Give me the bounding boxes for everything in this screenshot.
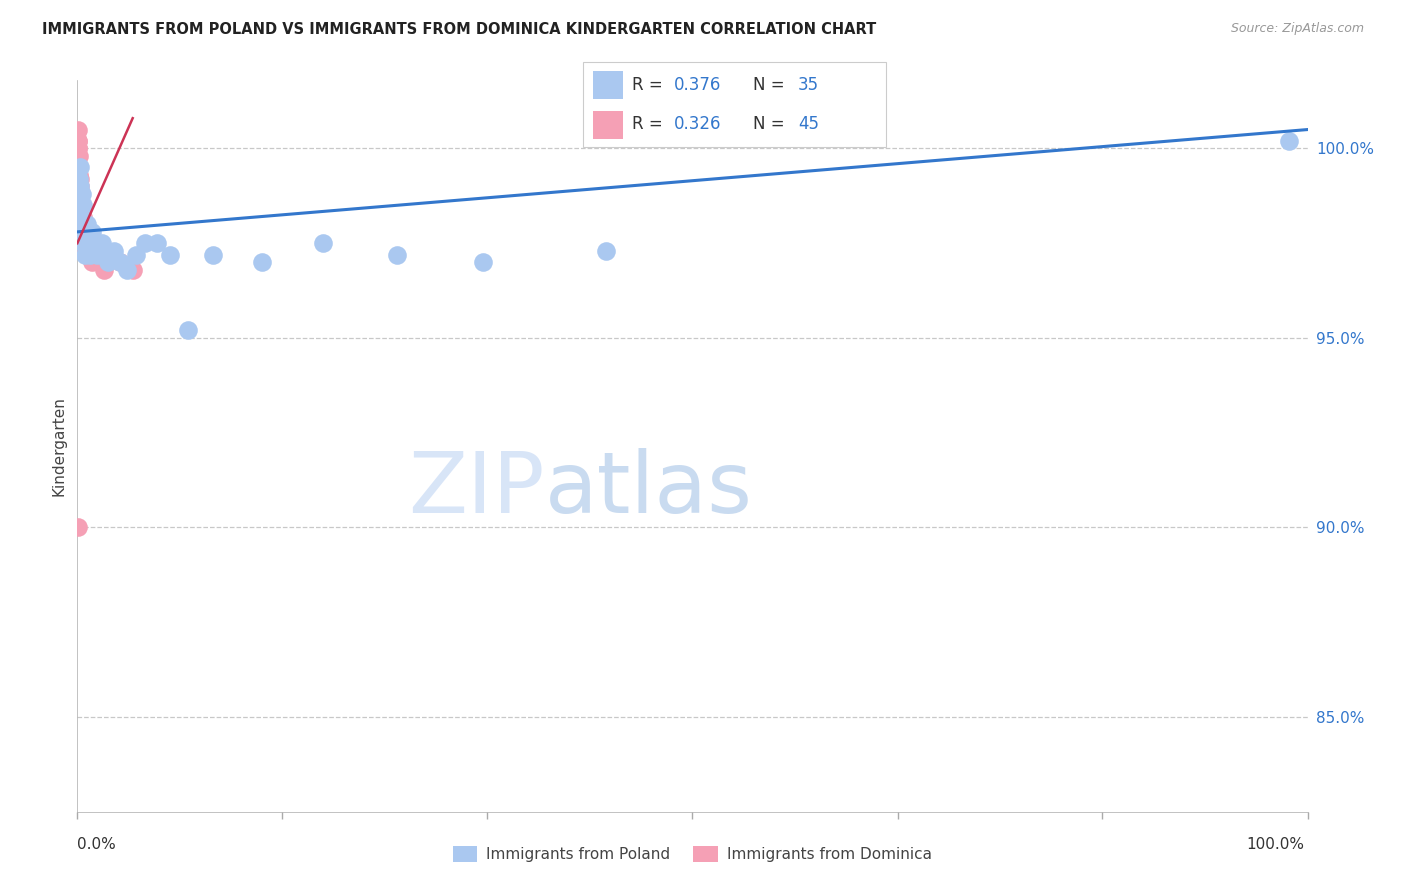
Point bbox=[66, 122, 89, 136]
Point bbox=[595, 244, 617, 258]
Point bbox=[66, 149, 89, 163]
Point bbox=[69, 179, 91, 194]
Point bbox=[69, 210, 91, 224]
Point bbox=[73, 236, 96, 251]
Text: 100.0%: 100.0% bbox=[1247, 838, 1305, 852]
Point bbox=[387, 247, 409, 261]
Point bbox=[66, 520, 89, 534]
Point bbox=[70, 210, 93, 224]
Text: R =: R = bbox=[631, 115, 668, 133]
Point bbox=[1278, 134, 1301, 148]
Point bbox=[73, 247, 96, 261]
Text: R =: R = bbox=[631, 76, 668, 94]
Point bbox=[79, 247, 101, 261]
Point bbox=[70, 186, 93, 201]
Point bbox=[67, 161, 90, 175]
Point bbox=[177, 323, 200, 337]
Text: 45: 45 bbox=[799, 115, 820, 133]
Point bbox=[121, 262, 143, 277]
Point bbox=[72, 210, 94, 224]
Point bbox=[79, 236, 101, 251]
Point bbox=[67, 168, 90, 182]
Point bbox=[70, 217, 93, 231]
Point bbox=[77, 236, 100, 251]
Bar bbox=[592, 71, 623, 99]
Point bbox=[115, 262, 138, 277]
Point bbox=[110, 255, 132, 269]
Point bbox=[72, 225, 94, 239]
Point bbox=[69, 186, 91, 201]
Point bbox=[67, 141, 90, 155]
Point bbox=[67, 161, 90, 175]
Point bbox=[73, 217, 96, 231]
Point bbox=[69, 198, 91, 212]
Point bbox=[66, 134, 89, 148]
Point bbox=[125, 247, 148, 261]
Point bbox=[67, 149, 90, 163]
Point bbox=[72, 198, 94, 212]
Point bbox=[70, 225, 93, 239]
Point bbox=[67, 225, 90, 239]
Point bbox=[66, 141, 89, 155]
Point bbox=[72, 236, 94, 251]
Point bbox=[69, 186, 91, 201]
Text: 0.326: 0.326 bbox=[675, 115, 721, 133]
Point bbox=[86, 247, 108, 261]
Point bbox=[312, 236, 335, 251]
Text: atlas: atlas bbox=[546, 449, 752, 532]
Point bbox=[70, 198, 93, 212]
Point bbox=[134, 236, 156, 251]
Point bbox=[69, 179, 91, 194]
Point bbox=[82, 255, 104, 269]
Point bbox=[84, 247, 107, 261]
Text: 0.376: 0.376 bbox=[675, 76, 721, 94]
Point bbox=[110, 255, 132, 269]
Text: Source: ZipAtlas.com: Source: ZipAtlas.com bbox=[1230, 22, 1364, 36]
Point bbox=[250, 255, 273, 269]
Point bbox=[101, 247, 124, 261]
Point bbox=[67, 186, 90, 201]
Point bbox=[146, 236, 169, 251]
Point bbox=[67, 198, 90, 212]
Point bbox=[69, 171, 91, 186]
Point bbox=[76, 225, 98, 239]
Text: 35: 35 bbox=[799, 76, 820, 94]
Point bbox=[472, 255, 495, 269]
Point bbox=[75, 236, 97, 251]
Point bbox=[67, 236, 90, 251]
Point bbox=[67, 134, 90, 148]
Point bbox=[67, 171, 90, 186]
Point bbox=[83, 236, 105, 251]
Point bbox=[67, 161, 90, 175]
Point bbox=[89, 255, 111, 269]
Point bbox=[69, 161, 91, 175]
Point bbox=[90, 236, 114, 251]
Bar bbox=[592, 111, 623, 139]
Point bbox=[159, 247, 181, 261]
Point bbox=[67, 171, 90, 186]
Point bbox=[77, 247, 100, 261]
Point bbox=[67, 179, 90, 194]
Point bbox=[93, 262, 115, 277]
Point bbox=[201, 247, 224, 261]
Point bbox=[82, 225, 104, 239]
Point bbox=[70, 198, 93, 212]
Legend: Immigrants from Poland, Immigrants from Dominica: Immigrants from Poland, Immigrants from … bbox=[447, 840, 938, 869]
Text: IMMIGRANTS FROM POLAND VS IMMIGRANTS FROM DOMINICA KINDERGARTEN CORRELATION CHAR: IMMIGRANTS FROM POLAND VS IMMIGRANTS FRO… bbox=[42, 22, 876, 37]
Point bbox=[67, 149, 90, 163]
Point bbox=[70, 210, 93, 224]
Point bbox=[103, 244, 125, 258]
Point bbox=[76, 217, 98, 231]
Point bbox=[67, 161, 90, 175]
Point bbox=[75, 225, 97, 239]
Text: ZIP: ZIP bbox=[408, 449, 546, 532]
Text: N =: N = bbox=[752, 115, 790, 133]
Point bbox=[69, 198, 91, 212]
Text: N =: N = bbox=[752, 76, 790, 94]
Point bbox=[73, 225, 96, 239]
Text: 0.0%: 0.0% bbox=[77, 838, 117, 852]
Point bbox=[97, 255, 120, 269]
Y-axis label: Kindergarten: Kindergarten bbox=[51, 396, 66, 496]
